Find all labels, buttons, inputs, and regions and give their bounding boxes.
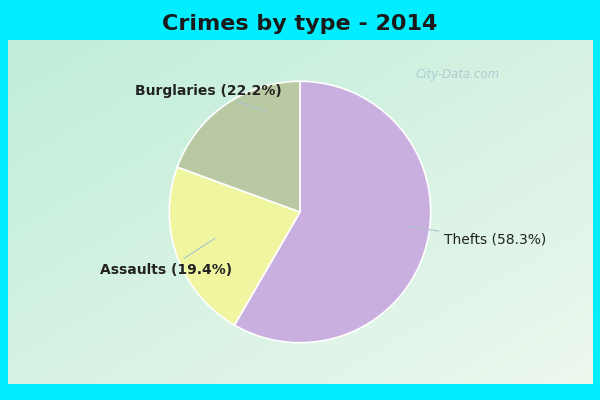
Text: City-Data.com: City-Data.com [415,68,500,80]
Wedge shape [169,167,300,325]
Wedge shape [177,81,300,212]
Wedge shape [235,81,431,343]
Text: Burglaries (22.2%): Burglaries (22.2%) [135,84,281,112]
Text: Assaults (19.4%): Assaults (19.4%) [100,238,233,277]
Text: Crimes by type - 2014: Crimes by type - 2014 [163,14,437,34]
Text: Thefts (58.3%): Thefts (58.3%) [406,226,547,246]
